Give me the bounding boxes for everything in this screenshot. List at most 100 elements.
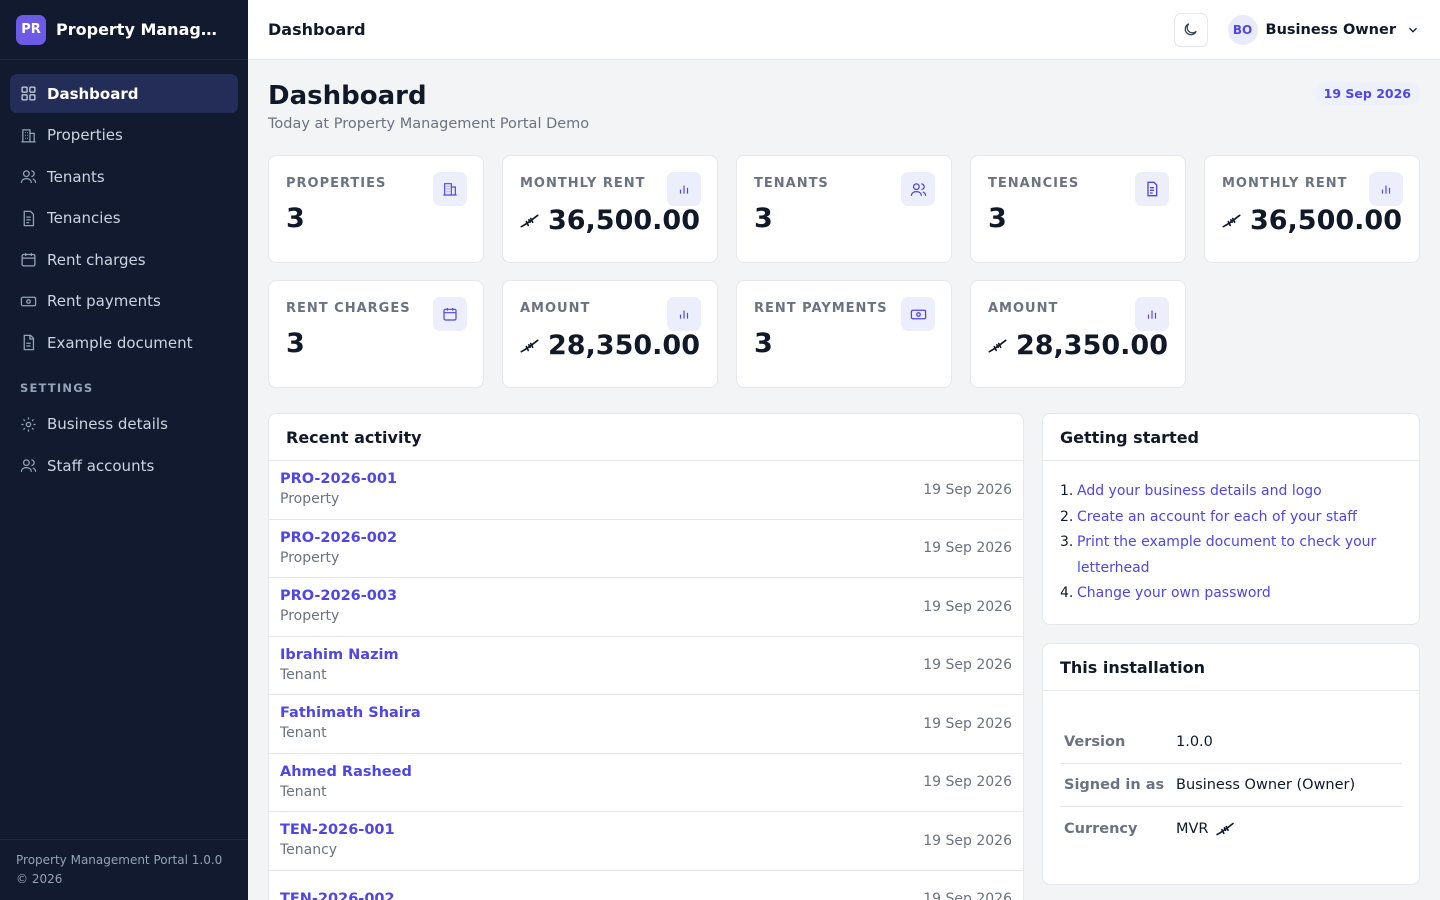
stat-number: 36,500.00	[1249, 205, 1402, 236]
step-link[interactable]: Change your own password	[1077, 585, 1271, 601]
activity-date: 19 Sep 2026	[923, 598, 1012, 615]
stat-label: MONTHLY RENT	[520, 176, 646, 191]
step-number: 2.	[1060, 508, 1074, 525]
recent-activity-title: Recent activity	[269, 414, 1023, 461]
file-icon	[23, 334, 35, 351]
stat-number: 3	[286, 328, 305, 359]
table-row: Signed in as Business Owner (Owner)	[1060, 764, 1402, 807]
brand-name: Property Management Portal Demo	[56, 20, 226, 39]
sidebar-item-label: Dashboard	[47, 84, 139, 103]
list-item[interactable]: Ahmed Rasheed Tenant 19 Sep 2026	[269, 754, 1023, 812]
page-subtitle: Today at Property Management Portal Demo	[268, 116, 590, 132]
topbar-title: Dashboard	[268, 20, 366, 39]
users-icon	[20, 459, 37, 472]
sidebar-item-rent-payments[interactable]: Rent payments	[10, 282, 238, 321]
step-item: 2. Create an account for each of your st…	[1060, 505, 1402, 531]
activity-type: Tenant	[280, 666, 327, 683]
activity-date: 19 Sep 2026	[923, 540, 1012, 557]
stat-value: 36,500.00	[520, 205, 700, 236]
activity-date: 19 Sep 2026	[923, 481, 1012, 498]
sidebar-item-properties[interactable]: Properties	[10, 116, 238, 155]
sidebar-item-label: Example document	[47, 333, 193, 352]
activity-link[interactable]: Fathimath Shaira	[280, 705, 421, 722]
activity-link[interactable]: Ahmed Rasheed	[280, 763, 412, 780]
stat-card-amount[interactable]: AMOUNT 28,350.00	[502, 280, 718, 388]
stat-number: 3	[754, 328, 773, 359]
stat-number: 3	[754, 203, 773, 234]
list-item[interactable]: TEN-2026-002 19 Sep 2026	[269, 871, 1023, 900]
calendar-icon	[433, 297, 467, 331]
calendar-icon	[21, 253, 36, 267]
banknote-icon	[20, 296, 37, 306]
activity-link[interactable]: TEN-2026-001	[280, 822, 395, 839]
stat-card-rent-payments[interactable]: RENT PAYMENTS 3	[736, 280, 952, 388]
installation-table: Version 1.0.0 Signed in as Business Owne…	[1060, 721, 1402, 850]
info-key: Currency	[1064, 820, 1138, 837]
step-item: 3. Print the example document to check y…	[1060, 530, 1402, 581]
stat-card-rent-charges[interactable]: RENT CHARGES 3	[268, 280, 484, 388]
activity-link[interactable]: PRO-2026-001	[280, 471, 398, 488]
sidebar-item-label: Business details	[47, 415, 168, 433]
sidebar-item-tenants[interactable]: Tenants	[10, 157, 238, 196]
stat-value: 28,350.00	[520, 330, 700, 361]
step-link[interactable]: Add your business details and logo	[1077, 483, 1322, 499]
page-title: Dashboard	[268, 81, 427, 111]
info-value-wrap: MVR	[1176, 821, 1235, 837]
stat-label: AMOUNT	[988, 301, 1059, 316]
sidebar-item-rent-charges[interactable]: Rent charges	[10, 240, 238, 279]
recent-activity-panel: Recent activity PRO-2026-001 Property 19…	[268, 413, 1024, 900]
sidebar-item-example-document[interactable]: Example document	[10, 323, 238, 362]
list-item[interactable]: PRO-2026-001 Property 19 Sep 2026	[269, 461, 1023, 520]
topbar: Dashboard BO Business Owner	[248, 0, 1440, 60]
user-menu[interactable]: BO Business Owner	[1227, 14, 1420, 45]
sidebar-item-business-details[interactable]: Business details	[10, 405, 238, 444]
footer-copyright: © 2026	[16, 872, 63, 886]
stat-card-tenants[interactable]: TENANTS 3	[736, 155, 952, 263]
moon-icon	[1184, 23, 1197, 36]
brand[interactable]: PR Property Management Portal Demo	[0, 0, 248, 60]
stat-card-monthly-rent[interactable]: MONTHLY RENT 36,500.00	[502, 155, 718, 263]
step-link[interactable]: Print the example document to check your…	[1077, 534, 1377, 576]
sidebar-item-label: Staff accounts	[47, 456, 155, 475]
sidebar-item-label: Rent payments	[47, 292, 161, 310]
sidebar: PR Property Management Portal Demo Dashb…	[0, 0, 248, 900]
list-item[interactable]: PRO-2026-003 Property 19 Sep 2026	[269, 578, 1023, 637]
info-value: MVR	[1176, 820, 1209, 837]
step-link[interactable]: Create an account for each of your staff	[1077, 508, 1357, 525]
sidebar-item-tenancies[interactable]: Tenancies	[10, 199, 238, 238]
stat-value: 3	[286, 203, 466, 234]
stat-label: TENANCIES	[988, 176, 1080, 191]
stat-value: 3	[754, 328, 934, 359]
activity-link[interactable]: PRO-2026-003	[280, 588, 398, 605]
getting-started-title: Getting started	[1043, 414, 1419, 461]
stat-card-properties[interactable]: PROPERTIES 3	[268, 155, 484, 263]
step-item: 4. Change your own password	[1060, 581, 1402, 607]
sidebar-item-dashboard[interactable]: Dashboard	[10, 74, 238, 113]
stat-card-tenancies[interactable]: TENANCIES 3	[970, 155, 1186, 263]
stat-value: 28,350.00	[988, 330, 1168, 361]
stat-number: 3	[286, 203, 305, 234]
stat-card-amount-2[interactable]: AMOUNT 28,350.00	[970, 280, 1186, 388]
step-number: 1.	[1060, 483, 1074, 499]
stat-label: RENT PAYMENTS	[754, 301, 888, 316]
banknote-icon	[901, 297, 935, 331]
activity-date: 19 Sep 2026	[923, 832, 1012, 849]
list-item[interactable]: PRO-2026-002 Property 19 Sep 2026	[269, 520, 1023, 578]
table-row: Version 1.0.0	[1060, 721, 1402, 764]
sidebar-item-staff-accounts[interactable]: Staff accounts	[10, 446, 238, 485]
currency-icon	[1215, 822, 1234, 835]
table-row: Currency MVR	[1060, 807, 1402, 850]
list-item[interactable]: Fathimath Shaira Tenant 19 Sep 2026	[269, 695, 1023, 754]
list-item[interactable]: Ibrahim Nazim Tenant 19 Sep 2026	[269, 637, 1023, 695]
stat-label: TENANTS	[754, 176, 829, 191]
theme-toggle-button[interactable]	[1173, 12, 1208, 47]
stat-label: PROPERTIES	[286, 176, 387, 191]
building-icon	[21, 128, 36, 143]
activity-link[interactable]: PRO-2026-002	[280, 529, 398, 546]
list-item[interactable]: TEN-2026-001 Tenancy 19 Sep 2026	[269, 812, 1023, 871]
activity-link[interactable]: Ibrahim Nazim	[280, 646, 399, 663]
step-number: 3.	[1060, 534, 1074, 550]
activity-link[interactable]: TEN-2026-002	[280, 891, 395, 900]
info-key: Signed in as	[1064, 777, 1165, 793]
stat-card-monthly-rent-2[interactable]: MONTHLY RENT 36,500.00	[1204, 155, 1420, 263]
